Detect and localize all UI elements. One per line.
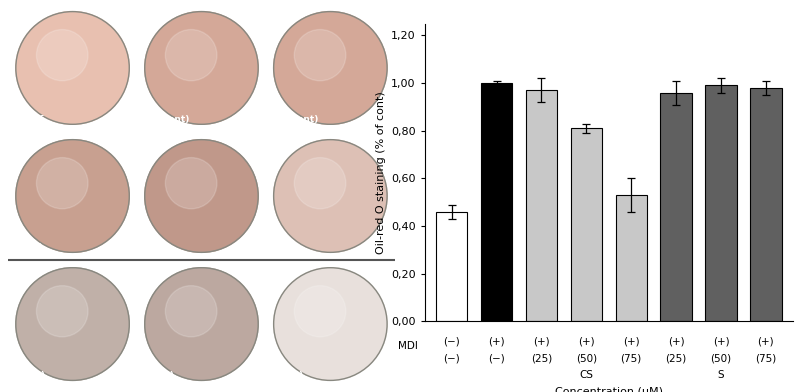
Text: No Dif: No Dif [12,115,44,124]
Circle shape [36,286,88,337]
Text: (−): (−) [443,353,460,363]
Circle shape [36,158,88,209]
Bar [436,212,468,321]
Text: (+): (+) [533,336,550,346]
Text: (75): (75) [756,353,777,363]
Circle shape [145,12,258,124]
Circle shape [294,29,345,81]
Text: (+): (+) [623,336,640,346]
Text: (50): (50) [576,353,597,363]
Circle shape [36,29,88,81]
Bar [526,90,557,321]
Text: (−): (−) [488,353,505,363]
Text: S (25): S (25) [12,243,42,252]
Text: Dif (cont): Dif (cont) [141,115,189,124]
Text: MDI: MDI [398,341,418,352]
Bar [705,85,737,321]
Text: (+): (+) [578,336,595,346]
Circle shape [16,12,129,124]
Circle shape [273,12,387,124]
Text: S: S [718,370,724,380]
Text: CS: CS [579,370,593,380]
Text: (+): (+) [667,336,684,346]
Text: (75): (75) [621,353,642,363]
Text: CS(75): CS(75) [269,371,304,380]
Text: (50): (50) [710,353,731,363]
Text: S(50): S(50) [141,243,168,252]
Bar [570,129,602,321]
Text: Concentration (μM): Concentration (μM) [555,387,663,392]
Text: CS(25): CS(25) [12,371,46,380]
Y-axis label: Oil-red O staining (% of cont): Oil-red O staining (% of cont) [375,91,386,254]
Bar [660,93,692,321]
Text: (+): (+) [713,336,729,346]
Text: (25): (25) [531,353,552,363]
Circle shape [16,268,129,380]
Circle shape [165,29,217,81]
Text: (+): (+) [757,336,774,346]
Circle shape [165,286,217,337]
Circle shape [273,140,387,252]
Text: CS(50): CS(50) [141,371,175,380]
Circle shape [165,158,217,209]
Circle shape [16,140,129,252]
Circle shape [294,286,345,337]
Text: (+): (+) [489,336,505,346]
Bar [481,83,512,321]
Text: Dif (cont): Dif (cont) [269,115,318,124]
Circle shape [145,140,258,252]
Circle shape [273,268,387,380]
Bar [616,195,647,321]
Text: S(75): S(75) [269,243,297,252]
Text: (−): (−) [443,336,460,346]
Bar [750,88,781,321]
Circle shape [294,158,345,209]
Text: (25): (25) [666,353,687,363]
Circle shape [145,268,258,380]
